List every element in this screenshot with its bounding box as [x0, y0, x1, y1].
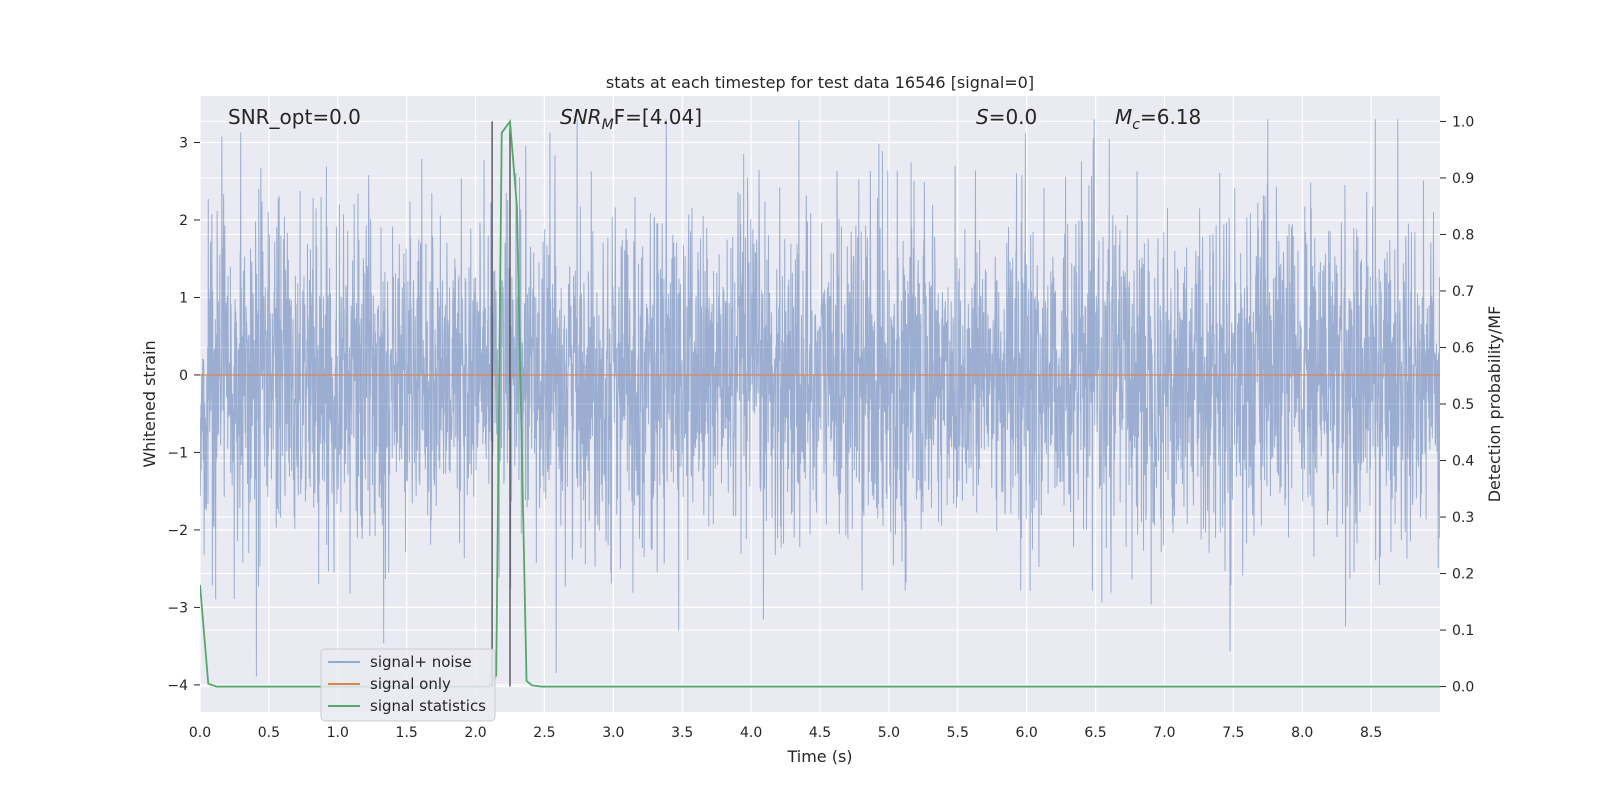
x-tick-label: 5.5: [947, 725, 969, 741]
x-tick-label: 0.0: [189, 725, 211, 741]
y-left-tick-label: 3: [179, 135, 188, 151]
legend-box: [320, 648, 496, 722]
x-tick-label: 0.5: [258, 725, 280, 741]
x-tick-label: 1.0: [327, 725, 349, 741]
y-right-tick-label: 0.4: [1452, 454, 1474, 470]
y-right-tick-label: 0.5: [1452, 397, 1474, 413]
annotation-snr-mf-value: F=[4.04]: [614, 105, 702, 129]
x-axis-ticks: 0.0 0.5 1.0 1.5 2.0 2.5 3.0 3.5 4.0 4.5 5.0 5.5 6.0 6…: [189, 725, 1382, 741]
annotation-mc-symbol: M: [1115, 105, 1132, 129]
x-tick-label: 8.0: [1291, 725, 1313, 741]
annotation-snr-mf-symbol: SNR: [560, 105, 602, 129]
y-left-tick-label: −2: [167, 523, 188, 539]
y-right-tick-label: 0.1: [1452, 623, 1474, 639]
y-left-tick-label: 1: [179, 290, 188, 306]
x-tick-label: 4.0: [740, 725, 762, 741]
x-tick-label: 6.0: [1016, 725, 1038, 741]
x-tick-label: 2.5: [533, 725, 555, 741]
x-tick-label: 4.5: [809, 725, 831, 741]
legend-label-signal-plus-noise: signal+ noise: [370, 653, 472, 671]
x-tick-label: 6.5: [1084, 725, 1106, 741]
series-signal-statistics: [200, 118, 1440, 688]
x-tick-label: 5.0: [878, 725, 900, 741]
y-right-tick-label: 0.9: [1452, 171, 1474, 187]
y-right-tick-label: 0.8: [1452, 227, 1474, 243]
annotation-mc-subscript: c: [1132, 117, 1140, 133]
y-left-tick-label: 2: [179, 213, 188, 229]
legend-label-signal-only: signal only: [370, 675, 451, 693]
x-tick-label: 2.0: [464, 725, 486, 741]
series-signal-plus-noise: [200, 119, 1440, 677]
x-axis-label: Time (s): [786, 747, 852, 766]
y-left-tick-label: −3: [167, 600, 188, 616]
x-tick-label: 3.5: [671, 725, 693, 741]
annotation-s-value: =0.0: [989, 105, 1038, 129]
y-right-tick-label: 1.0: [1452, 114, 1474, 130]
annotation-s: S=0.0: [976, 105, 1037, 129]
y-left-tick-label: 0: [179, 368, 188, 384]
annotation-mc: Mc=6.18: [1115, 105, 1201, 133]
annotation-snr-mf-subscript: M: [602, 117, 614, 133]
y-left-tick-label: −1: [167, 445, 188, 461]
y-right-tick-label: 0.2: [1452, 567, 1474, 583]
y-right-tick-label: 0.3: [1452, 510, 1474, 526]
y-left-axis-label: Whitened strain: [140, 340, 159, 467]
x-tick-label: 8.5: [1360, 725, 1382, 741]
x-tick-label: 7.5: [1222, 725, 1244, 741]
y-right-tick-label: 0.6: [1452, 340, 1474, 356]
y-right-axis-ticks: 1.0 0.9 0.8 0.7 0.6 0.5 0.4 0.3 0.2 0.1 0.0: [1440, 114, 1474, 696]
annotation-snr-opt: SNR_opt=0.0: [228, 105, 361, 129]
y-right-tick-label: 0.0: [1452, 680, 1474, 696]
y-right-tick-label: 0.7: [1452, 284, 1474, 300]
x-tick-label: 3.0: [602, 725, 624, 741]
chart-title: stats at each timestep for test data 165…: [606, 73, 1034, 92]
y-left-tick-label: −4: [167, 678, 188, 694]
y-right-axis-label: Detection probability/MF: [1485, 306, 1504, 503]
x-tick-label: 7.0: [1153, 725, 1175, 741]
annotation-s-symbol: S: [976, 105, 989, 129]
marker-lines: [491, 121, 511, 687]
x-tick-label: 1.5: [396, 725, 418, 741]
y-left-axis-ticks: 3 2 1 0 −1 −2 −3 −4: [167, 135, 200, 694]
legend: signal+ noise signal only signal statist…: [320, 648, 496, 722]
annotation-snr-mf: SNRMF=[4.04]: [560, 105, 702, 133]
annotation-mc-value: =6.18: [1140, 105, 1201, 129]
legend-label-signal-statistics: signal statistics: [370, 697, 486, 715]
